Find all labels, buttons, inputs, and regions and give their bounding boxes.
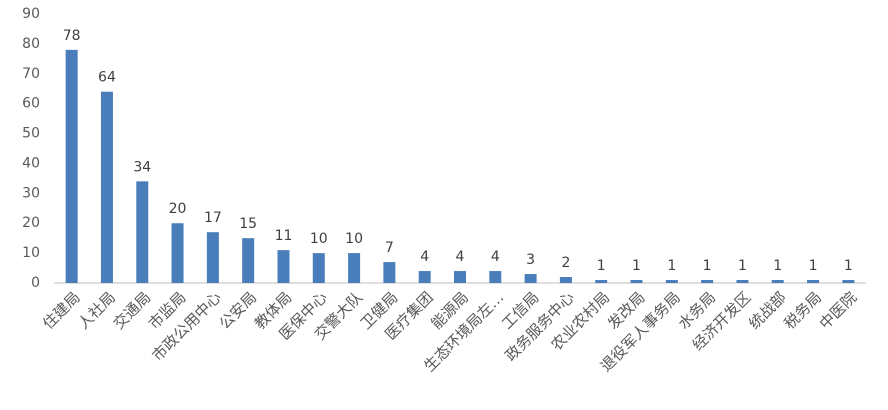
x-tick-label: 中医院 — [816, 288, 861, 333]
bar — [807, 280, 820, 283]
data-label: 15 — [239, 216, 257, 232]
x-tick-label: 交通局 — [110, 288, 155, 333]
bar — [136, 181, 149, 283]
data-label: 2 — [561, 255, 570, 271]
bar — [418, 271, 431, 283]
data-label: 20 — [169, 201, 187, 217]
x-tick-label: 统战部 — [745, 288, 790, 333]
bar — [665, 280, 678, 283]
bar — [242, 238, 255, 283]
bar — [595, 280, 608, 283]
bar — [383, 262, 396, 283]
x-tick-label: 公安局 — [216, 288, 261, 333]
data-label: 10 — [345, 231, 363, 247]
y-tick-label: 40 — [22, 155, 40, 171]
y-tick-label: 90 — [22, 6, 40, 22]
data-label: 1 — [597, 258, 606, 274]
y-tick-label: 0 — [31, 275, 40, 291]
bar — [489, 271, 502, 283]
bar — [348, 253, 361, 283]
data-label: 1 — [667, 258, 676, 274]
y-tick-label: 30 — [22, 185, 40, 201]
y-tick-label: 80 — [22, 36, 40, 52]
x-tick-label: 住建局 — [39, 288, 84, 333]
data-label: 10 — [310, 231, 328, 247]
data-label: 4 — [491, 249, 500, 265]
y-tick-label: 60 — [22, 96, 40, 112]
bar — [206, 232, 219, 283]
data-label: 4 — [456, 249, 465, 265]
bar — [559, 277, 572, 283]
x-tick-label: 税务局 — [780, 288, 825, 333]
y-tick-label: 20 — [22, 215, 40, 231]
bar — [277, 250, 290, 283]
data-label: 78 — [63, 28, 81, 44]
y-tick-label: 50 — [22, 126, 40, 142]
data-label: 17 — [204, 210, 222, 226]
data-label: 7 — [385, 240, 394, 256]
data-label: 1 — [773, 258, 782, 274]
bar — [524, 274, 537, 283]
y-tick-label: 70 — [22, 66, 40, 82]
bar — [312, 253, 325, 283]
bar — [842, 280, 855, 283]
data-label: 1 — [703, 258, 712, 274]
data-label: 1 — [809, 258, 818, 274]
data-label: 4 — [420, 249, 429, 265]
data-label: 3 — [526, 252, 535, 268]
bar — [736, 280, 749, 283]
bar — [701, 280, 714, 283]
y-tick-label: 10 — [22, 245, 40, 261]
bar — [100, 91, 113, 283]
bar — [771, 280, 784, 283]
bar — [65, 49, 78, 283]
bar — [630, 280, 643, 283]
data-label: 1 — [632, 258, 641, 274]
data-label: 11 — [275, 228, 293, 244]
data-label: 64 — [98, 70, 116, 86]
data-label: 1 — [738, 258, 747, 274]
data-label: 1 — [844, 258, 853, 274]
data-label: 34 — [133, 159, 151, 175]
x-tick-label: 人社局 — [74, 288, 119, 333]
bar — [171, 223, 184, 283]
bar — [454, 271, 466, 283]
